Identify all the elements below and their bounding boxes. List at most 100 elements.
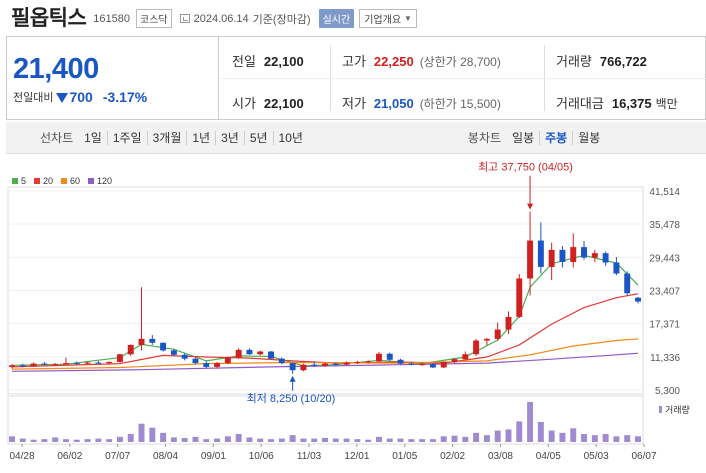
- stock-header: 필옵틱스 161580 코스닥 2024.06.14 기준(장마감) 실시간 기…: [0, 0, 706, 34]
- candle-body: [52, 364, 59, 366]
- open-cell: 시가 22,100: [232, 93, 304, 112]
- period-5y[interactable]: 5년: [243, 130, 273, 145]
- candle-body: [505, 316, 512, 330]
- period-1w[interactable]: 1주일: [106, 130, 147, 145]
- volume-bar: [332, 438, 339, 442]
- amount-label: 거래대금: [556, 96, 604, 111]
- candle-body: [635, 297, 641, 302]
- stock-code: 161580: [93, 13, 130, 25]
- y-tick-label: 5,300: [655, 386, 680, 397]
- y-tick-label: 41,514: [649, 187, 680, 198]
- volume-bar: [300, 438, 307, 442]
- ma-5-line: [11, 254, 639, 367]
- volume-bar: [397, 438, 404, 442]
- volume-bar: [246, 437, 253, 442]
- legend-ma20: 20: [34, 176, 53, 186]
- volume-bar: [408, 439, 415, 442]
- y-tick-label: 17,371: [649, 320, 680, 331]
- high-cell: 고가 22,250 (상한가 28,700): [342, 51, 501, 70]
- candle-body: [559, 249, 566, 262]
- volume-bar: [203, 439, 210, 442]
- period-3m[interactable]: 3개월: [146, 130, 187, 145]
- volume-bar: [635, 436, 641, 442]
- candle-body: [41, 363, 48, 365]
- volume-bar: [235, 434, 242, 442]
- volume-bar: [149, 427, 156, 442]
- candle-daily[interactable]: 일봉: [512, 130, 535, 145]
- x-tick-label: 05/03: [584, 451, 609, 462]
- prev-close-label: 전일: [232, 54, 256, 69]
- candle-body: [268, 351, 275, 359]
- candle-weekly[interactable]: 주봉: [539, 130, 572, 145]
- candle-body: [397, 359, 404, 364]
- candle-body: [365, 361, 372, 363]
- amount-value: 16,375: [611, 96, 652, 111]
- current-price: 21,400: [13, 53, 99, 85]
- legend-swatch: [88, 178, 95, 184]
- x-tick-label: 07/07: [105, 451, 130, 462]
- volume-bar: [375, 436, 382, 442]
- volume-bar: [527, 402, 534, 442]
- candle-body: [602, 253, 609, 263]
- candle-body: [419, 364, 426, 366]
- change-row: 전일대비 700 -3.17%: [13, 89, 147, 105]
- x-tick-label: 11/03: [297, 451, 322, 462]
- company-info-dropdown[interactable]: 기업개요 ▼: [359, 9, 417, 28]
- period-1d[interactable]: 1일: [84, 130, 102, 145]
- legend-ma120: 120: [88, 176, 112, 186]
- upper-limit: (상한가 28,700): [419, 55, 501, 69]
- volume-bar: [138, 423, 145, 442]
- candlestick-chart-svg[interactable]: 41,514 35,478 29,443 23,407 17,371 11,336 5,30…: [0, 160, 706, 473]
- candle-monthly[interactable]: 월봉: [572, 130, 605, 145]
- volume-bar: [494, 430, 501, 442]
- stock-chart[interactable]: 41,514 35,478 29,443 23,407 17,371 11,336 5,30…: [0, 160, 706, 473]
- candle-body: [548, 249, 555, 267]
- candle-body: [62, 363, 69, 365]
- candle-chart-label: 봉차트: [467, 131, 502, 145]
- down-triangle-icon: [56, 92, 69, 103]
- high-label: 고가: [342, 54, 366, 69]
- quote-date: 2024.06.14: [193, 12, 249, 25]
- volume-plot-frame: [7, 395, 644, 445]
- period-1y[interactable]: 1년: [186, 130, 215, 145]
- period-3y[interactable]: 3년: [215, 130, 244, 145]
- period-10y[interactable]: 10년: [272, 130, 308, 145]
- candle-body: [116, 354, 123, 362]
- chart-toolbar: 선차트 1일 1주일 3개월 1년 3년 5년 10년 봉차트 일봉 주봉 월봉: [6, 122, 706, 154]
- quote-basis: 기준(장마감): [252, 13, 311, 26]
- change-label: 전일대비: [13, 92, 54, 104]
- price-summary: 21,400 전일대비 700 -3.17% 전일 22,100 시가 22,1…: [6, 36, 706, 120]
- volume-bar: [429, 439, 436, 442]
- change-value: 700: [69, 89, 93, 105]
- candle-body: [440, 361, 447, 368]
- volume-bar: [192, 436, 199, 442]
- low-label: 저가: [342, 96, 366, 111]
- calendar-icon: [179, 14, 190, 23]
- volume-bar: [386, 438, 393, 442]
- volume-bar: [73, 439, 80, 442]
- open-value: 22,100: [263, 96, 304, 111]
- candle-body: [9, 365, 15, 367]
- chevron-down-icon: ▼: [404, 14, 412, 23]
- volume-bar: [343, 438, 350, 442]
- legend-label: 5: [21, 176, 27, 186]
- volume-bar: [624, 435, 631, 442]
- current-price-box: 21,400 전일대비 700 -3.17%: [7, 37, 219, 119]
- candle-body: [311, 364, 318, 366]
- candle-body: [332, 363, 339, 365]
- volume-bar: [19, 438, 26, 442]
- candle-body: [73, 363, 80, 365]
- candle-body: [375, 353, 382, 362]
- volume-bar: [9, 436, 15, 442]
- candle-body: [214, 363, 221, 367]
- candle-body: [278, 358, 285, 364]
- candle-body: [516, 278, 523, 317]
- candle-body: [203, 363, 210, 367]
- volume-bar: [106, 439, 113, 442]
- legend-label: 120: [97, 176, 113, 186]
- volume-bar: [278, 438, 285, 442]
- realtime-button[interactable]: 실시간: [318, 9, 355, 28]
- volume-bar: [462, 436, 469, 442]
- change-percent: -3.17%: [102, 89, 148, 105]
- candle-body: [300, 364, 307, 371]
